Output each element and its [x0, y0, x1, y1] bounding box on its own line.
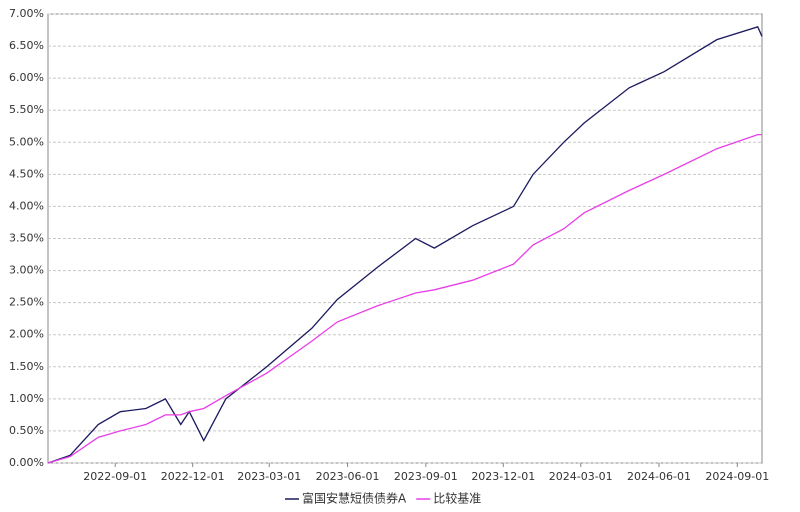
y-tick-label: 5.00% — [9, 135, 44, 148]
y-tick-label: 7.00% — [9, 7, 44, 20]
y-tick-label: 0.00% — [9, 456, 44, 469]
y-tick-label: 6.50% — [9, 39, 44, 52]
y-tick-label: 3.00% — [9, 264, 44, 277]
y-tick-label: 4.50% — [9, 167, 44, 180]
y-tick-label: 1.00% — [9, 392, 44, 405]
x-tick-label: 2023-03-01 — [237, 470, 301, 483]
legend-label: 比较基准 — [433, 491, 481, 506]
y-tick-label: 2.50% — [9, 296, 44, 309]
series-line — [47, 133, 762, 464]
x-tick-label: 2024-09-01 — [705, 470, 769, 483]
x-tick-label: 2024-03-01 — [549, 470, 613, 483]
series-line — [47, 26, 763, 464]
y-tick-label: 2.00% — [9, 328, 44, 341]
y-tick-label: 3.50% — [9, 232, 44, 245]
legend-label: 富国安慧短债债券A — [302, 491, 407, 506]
y-tick-label: 6.00% — [9, 71, 44, 84]
x-tick-label: 2023-06-01 — [316, 470, 380, 483]
y-tick-label: 4.00% — [9, 199, 44, 212]
x-tick-label: 2022-12-01 — [161, 470, 225, 483]
y-tick-label: 0.50% — [9, 424, 44, 437]
x-tick-label: 2022-09-01 — [83, 470, 147, 483]
x-tick-label: 2024-06-01 — [627, 470, 691, 483]
x-tick-label: 2023-12-01 — [471, 470, 535, 483]
y-tick-label: 5.50% — [9, 103, 44, 116]
x-tick-label: 2023-09-01 — [394, 470, 458, 483]
y-tick-label: 1.50% — [9, 360, 44, 373]
